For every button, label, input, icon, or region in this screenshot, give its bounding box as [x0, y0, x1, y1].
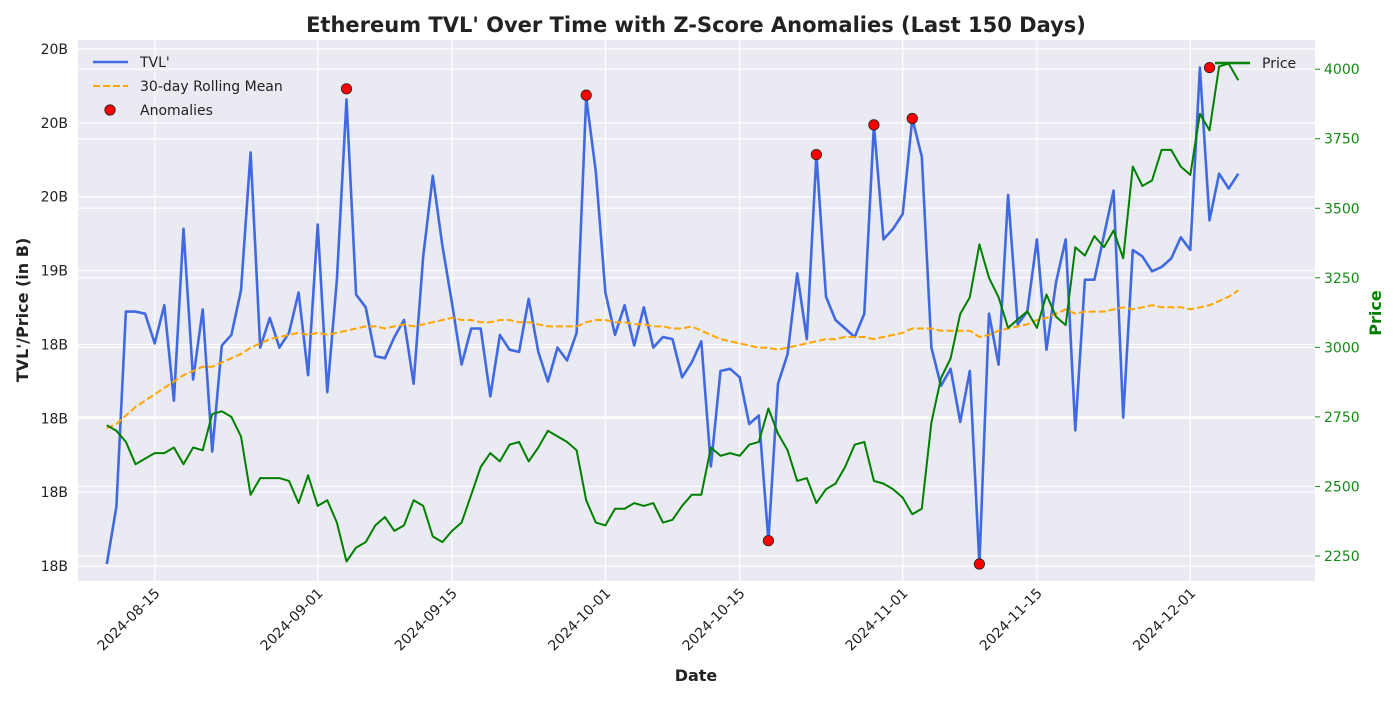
legend-left: TVL' 30-day Rolling Mean Anomalies	[93, 55, 283, 119]
legend-label: 30-day Rolling Mean	[140, 79, 283, 95]
legend-label: Anomalies	[140, 103, 213, 119]
x-tick-label: 2024-10-15	[680, 586, 749, 655]
x-tick-label: 2024-08-15	[95, 586, 164, 655]
legend-right: Price	[1215, 56, 1296, 72]
marker-layer	[340, 61, 1216, 570]
x-tick-label: 2024-09-15	[392, 586, 461, 655]
anomaly-point	[580, 89, 592, 101]
x-tick-label: 2024-11-15	[977, 586, 1046, 655]
anomaly-point	[1203, 61, 1216, 74]
x-tick-label: 2024-11-01	[843, 586, 912, 655]
y-tick-label: 18B	[41, 337, 68, 353]
tvl-line	[105, 66, 1240, 566]
legend-label: TVL'	[139, 55, 170, 71]
anomaly-point	[906, 112, 918, 125]
y-axis-title-right: Price	[1366, 290, 1385, 336]
y-tick-label: 19B	[41, 264, 68, 280]
y2-tick-label: 2500	[1324, 479, 1360, 495]
grid-layer	[78, 40, 1315, 581]
price-line	[106, 62, 1240, 563]
anomaly-point	[762, 535, 775, 547]
y-tick-label: 18B	[41, 559, 68, 575]
series-layer	[105, 62, 1240, 566]
y2-tick-label: 3500	[1324, 201, 1360, 217]
x-axis-title: Date	[675, 666, 718, 685]
y-tick-label: 20B	[41, 190, 68, 206]
legend-marker-anomalies	[104, 104, 116, 116]
y2-tick-label: 3250	[1324, 271, 1360, 287]
anomaly-point	[973, 558, 985, 570]
y-axis-title: TVL'/Price (in B)	[13, 238, 32, 383]
chart-title: Ethereum TVL' Over Time with Z-Score Ano…	[306, 13, 1086, 37]
anomaly-point	[340, 83, 353, 95]
x-tick-label: 2024-10-01	[545, 586, 614, 655]
y2-tick-label: 3000	[1324, 340, 1360, 356]
y-tick-label: 18B	[41, 485, 68, 501]
y2-tick-label: 2750	[1324, 410, 1360, 426]
y2-tick-label: 4000	[1324, 62, 1360, 78]
y-tick-label: 20B	[41, 42, 68, 58]
rolling-mean-line	[106, 289, 1239, 430]
legend-label-price: Price	[1262, 56, 1296, 72]
anomaly-point	[810, 148, 822, 161]
anomaly-point	[868, 119, 880, 131]
y-tick-label: 18B	[41, 411, 68, 427]
y2-tick-label: 3750	[1324, 132, 1360, 148]
x-tick-label: 2024-12-01	[1130, 586, 1199, 655]
x-tick-label: 2024-09-01	[258, 586, 327, 655]
y-tick-label: 20B	[41, 116, 68, 132]
y2-tick-label: 2250	[1324, 549, 1360, 565]
